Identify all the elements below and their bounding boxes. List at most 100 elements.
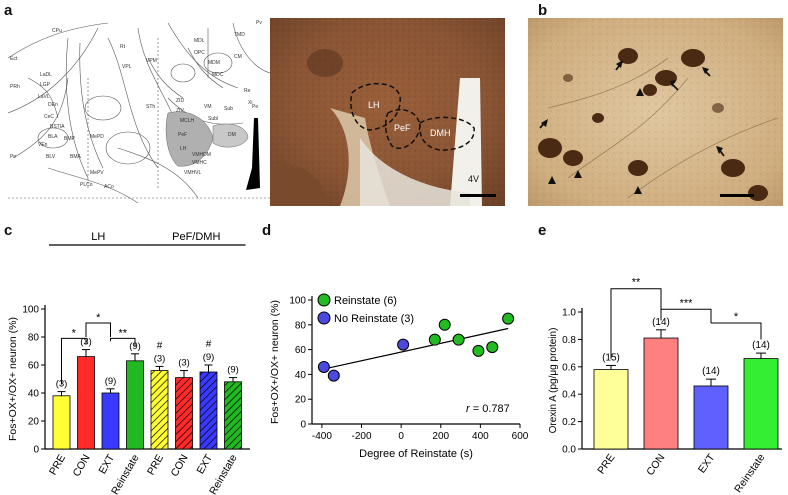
x-tick-label: PRE bbox=[47, 453, 68, 478]
bar bbox=[643, 337, 679, 450]
x-tick-label: EXT bbox=[96, 452, 117, 476]
scale-bar bbox=[460, 194, 496, 197]
n-label: (9) bbox=[227, 365, 239, 376]
bar bbox=[224, 381, 242, 450]
svg-text:MDL: MDL bbox=[194, 38, 205, 44]
chart-d-scatter-plot: 0 20 40 60 80 100 -400 -200 0 200 400 600 Degree of … bbox=[269, 293, 529, 460]
histology-image-orexin-neurons bbox=[528, 18, 783, 206]
svg-text:DEn: DEn bbox=[48, 102, 58, 108]
bar bbox=[175, 377, 193, 450]
histology-label-4v: 4V bbox=[468, 174, 479, 184]
n-label: (14) bbox=[752, 340, 770, 351]
svg-text:LaDL: LaDL bbox=[40, 72, 52, 78]
y-tick-label: 80 bbox=[295, 320, 307, 331]
y-tick-label: 0.6 bbox=[562, 362, 576, 373]
svg-text:Sub: Sub bbox=[224, 106, 233, 112]
legend-marker bbox=[317, 311, 331, 325]
x-tick-label: Reinstate bbox=[732, 452, 767, 495]
y-tick-label: 100 bbox=[289, 296, 306, 307]
y-tick-label: 60 bbox=[295, 345, 307, 356]
bar bbox=[593, 369, 629, 450]
svg-text:LGP: LGP bbox=[40, 82, 51, 88]
y-tick-label: 0.8 bbox=[562, 335, 576, 346]
scatter-point bbox=[327, 369, 340, 382]
scatter-point bbox=[452, 333, 465, 346]
y-tick-label: 20 bbox=[28, 417, 40, 428]
group-label-pef-dmh: PeF/DMH bbox=[172, 231, 220, 243]
x-tick-label: 400 bbox=[472, 431, 489, 442]
bar bbox=[77, 356, 95, 450]
scatter-point bbox=[397, 338, 410, 351]
svg-text:MePV: MePV bbox=[90, 170, 104, 176]
svg-text:Re: Re bbox=[244, 88, 251, 94]
y-tick-label: 100 bbox=[22, 305, 39, 316]
svg-text:MCLH: MCLH bbox=[180, 118, 195, 124]
bar bbox=[150, 370, 169, 450]
bar bbox=[199, 371, 218, 450]
legend-label: No Reinstate (3) bbox=[334, 313, 414, 325]
svg-text:STh: STh bbox=[146, 104, 155, 110]
svg-text:ACo: ACo bbox=[104, 184, 114, 190]
significance-label: ** bbox=[118, 327, 127, 339]
significance-bracket bbox=[110, 337, 136, 347]
scatter-point bbox=[428, 333, 441, 346]
y-tick-label: 0.0 bbox=[562, 445, 576, 456]
x-tick-label: CON bbox=[71, 453, 93, 479]
x-tick-label: -400 bbox=[312, 431, 332, 442]
n-label: (14) bbox=[652, 317, 670, 328]
y-tick-label: 1.0 bbox=[562, 308, 576, 319]
svg-text:VMHVL: VMHVL bbox=[184, 170, 201, 176]
histology-label-lh: LH bbox=[368, 100, 380, 110]
y-tick-label: 80 bbox=[28, 333, 40, 344]
x-tick-label: 0 bbox=[398, 431, 404, 442]
y-tick-label: 0 bbox=[33, 445, 39, 456]
histology-image-hypothalamus: LH PeF DMH 4V bbox=[270, 18, 505, 206]
y-axis-label: Fos+OX+/OX+ neuron (%) bbox=[7, 317, 19, 441]
x-tick-label: 200 bbox=[432, 431, 449, 442]
bar bbox=[743, 358, 779, 450]
scatter-point bbox=[486, 341, 499, 354]
panel-label-c: c bbox=[4, 222, 13, 239]
panel-label-e: e bbox=[538, 222, 547, 239]
y-tick-label: 0.4 bbox=[562, 390, 576, 401]
hash-mark: # bbox=[206, 339, 212, 350]
svg-text:PRh: PRh bbox=[10, 84, 20, 90]
svg-text:OPC: OPC bbox=[194, 50, 205, 56]
panel-label-b: b bbox=[538, 2, 548, 19]
brain-atlas-diagram: Ect PRh Pir LaDL LGP LaVL DEn CeC BSTIA BLAVEn… bbox=[8, 18, 270, 206]
svg-text:LaVL: LaVL bbox=[38, 94, 50, 100]
n-label: (9) bbox=[203, 352, 215, 363]
significance-label: ** bbox=[632, 277, 641, 289]
correlation-annotation: r = 0.787 bbox=[466, 403, 510, 415]
significance-bracket bbox=[85, 322, 111, 337]
svg-text:BMP: BMP bbox=[64, 136, 76, 142]
svg-text:SubI: SubI bbox=[208, 116, 218, 122]
svg-text:Ect: Ect bbox=[10, 56, 18, 62]
svg-text:MePD: MePD bbox=[90, 134, 104, 140]
n-label: (14) bbox=[702, 366, 720, 377]
y-tick-label: 40 bbox=[295, 370, 307, 381]
n-label: (3) bbox=[178, 358, 190, 369]
legend-marker bbox=[317, 293, 331, 307]
scatter-point bbox=[438, 318, 451, 331]
svg-text:LH: LH bbox=[180, 146, 187, 152]
svg-text:VEn: VEn bbox=[38, 142, 48, 148]
fit-line bbox=[321, 327, 509, 371]
svg-text:BLV: BLV bbox=[46, 154, 56, 160]
n-label: (9) bbox=[105, 376, 117, 387]
y-axis-label: Orexin A (pg/μg protein) bbox=[548, 328, 559, 434]
x-tick-label: PRE bbox=[145, 453, 166, 478]
y-axis-label: Fos+OX+/OX+ neuron (%) bbox=[269, 300, 281, 424]
y-tick-label: 40 bbox=[28, 389, 40, 400]
bar bbox=[693, 385, 729, 450]
scale-bar-b bbox=[720, 194, 754, 197]
x-tick-label: PRE bbox=[595, 452, 617, 477]
panel-label-d: d bbox=[262, 222, 272, 239]
bar bbox=[52, 395, 71, 450]
svg-text:MDM: MDM bbox=[208, 60, 220, 66]
svg-text:ZID: ZID bbox=[176, 98, 184, 104]
x-tick-label: CON bbox=[169, 453, 191, 479]
bar bbox=[101, 392, 120, 450]
svg-text:CPu: CPu bbox=[52, 28, 62, 34]
